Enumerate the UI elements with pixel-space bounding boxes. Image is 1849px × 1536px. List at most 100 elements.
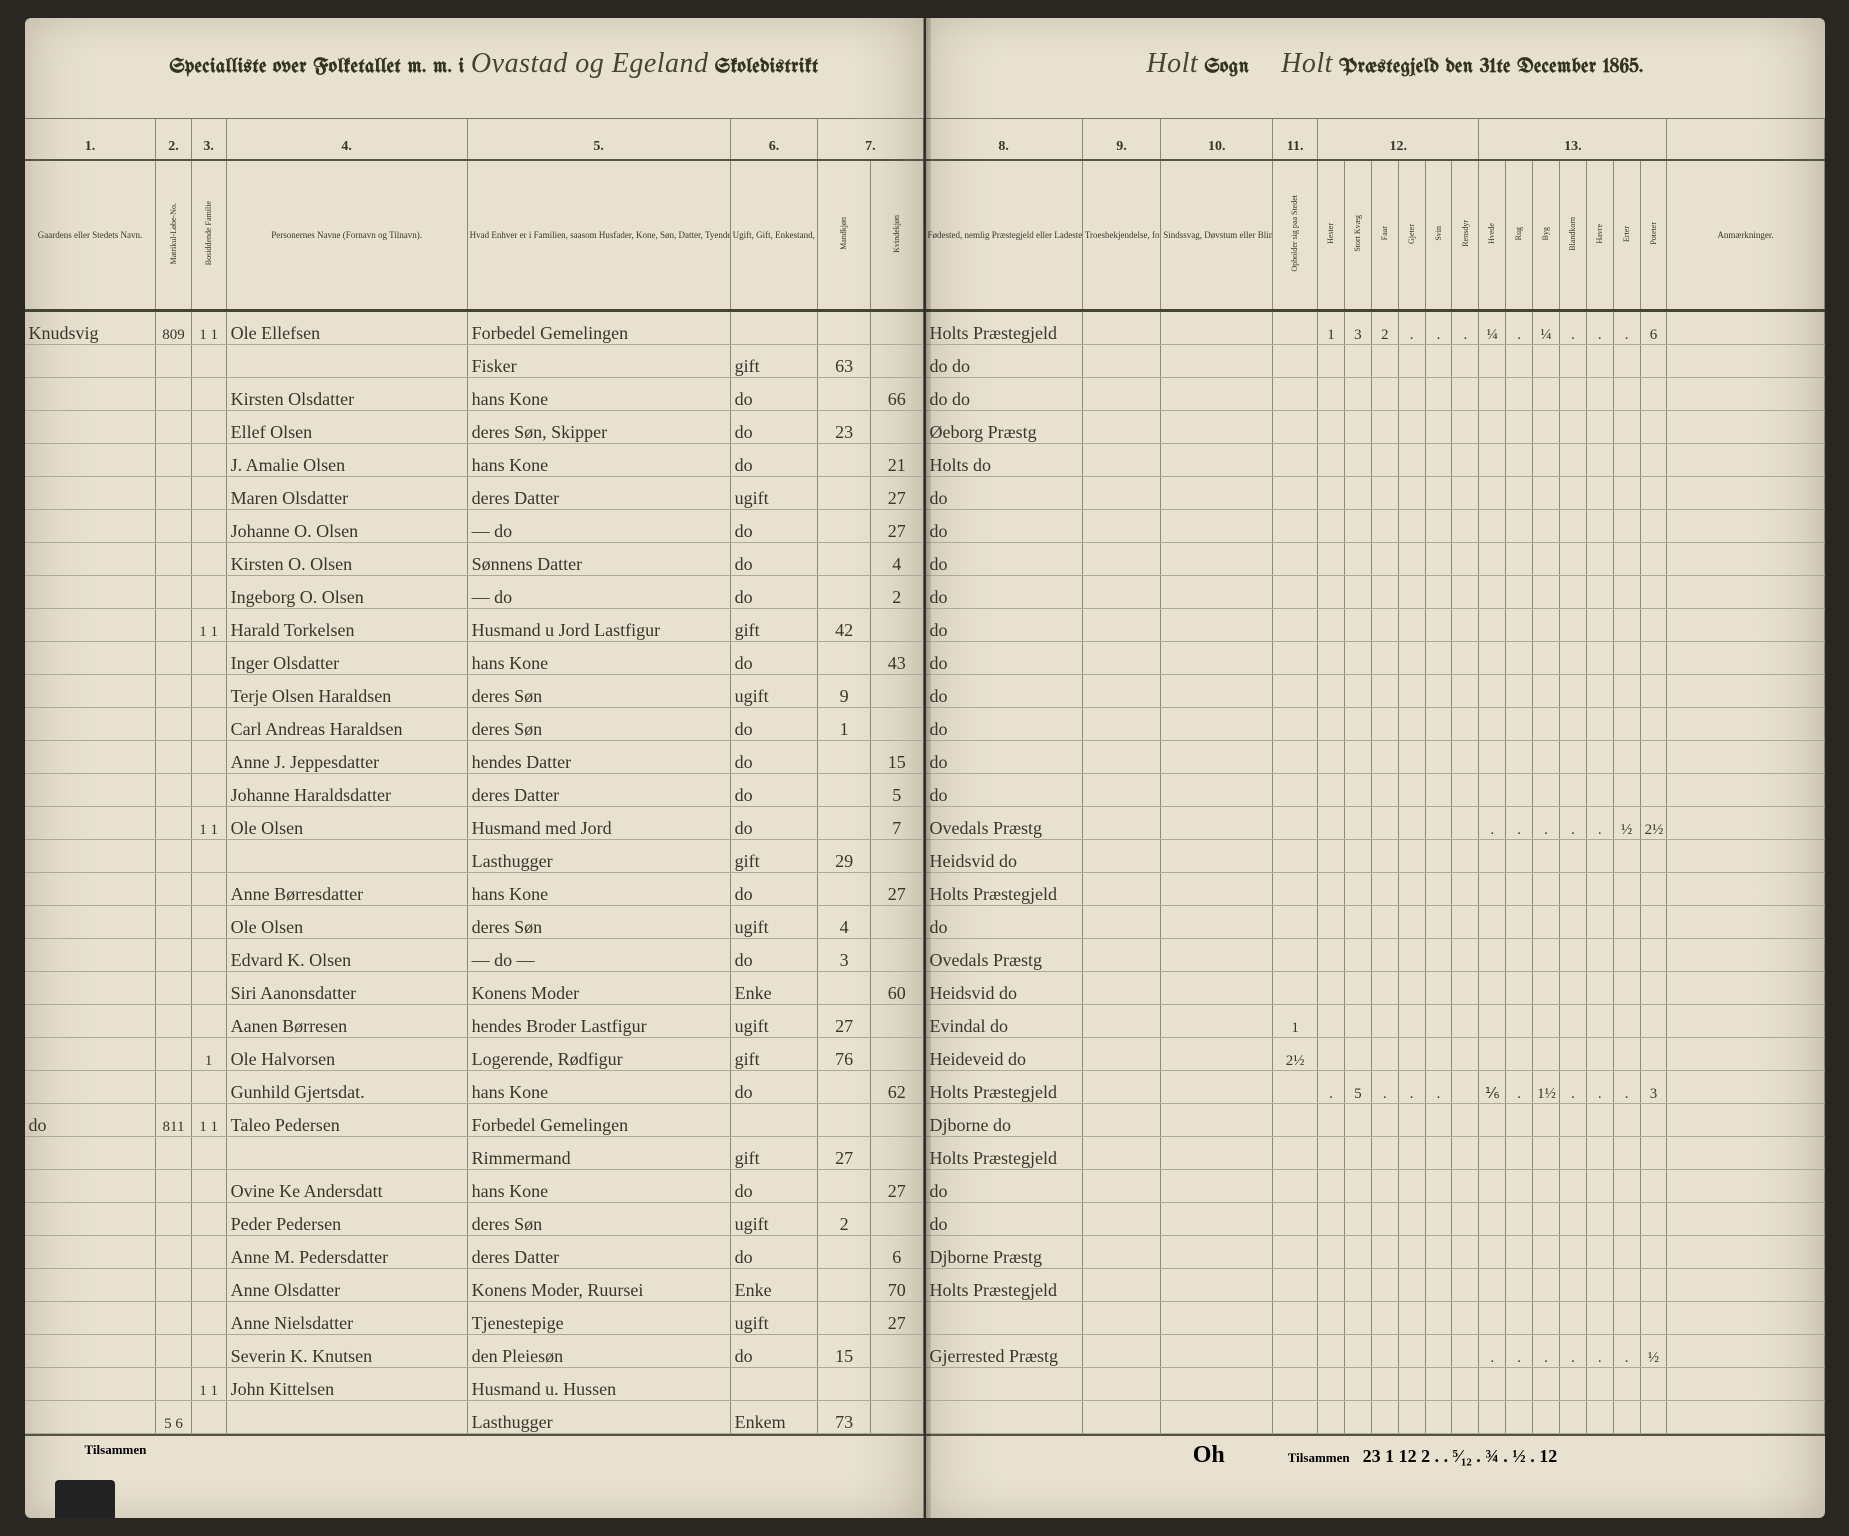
cell <box>1425 510 1452 543</box>
cell <box>1273 1335 1318 1368</box>
cell: gift <box>730 345 818 378</box>
cell <box>1082 1005 1160 1038</box>
cell <box>156 576 191 609</box>
table-row: Carl Andreas Haraldsenderes Søndo1 <box>25 708 924 741</box>
cell <box>1318 873 1345 906</box>
cell <box>1506 378 1533 411</box>
cell: . <box>1479 1335 1506 1368</box>
cell: hans Kone <box>467 1071 730 1104</box>
cell <box>1640 1137 1667 1170</box>
table-row: do <box>926 543 1825 576</box>
cell <box>1667 1137 1824 1170</box>
cell <box>1161 1170 1273 1203</box>
table-row <box>926 1401 1825 1434</box>
cell <box>191 1401 226 1434</box>
table-row: Evindal do1 <box>926 1005 1825 1038</box>
cell <box>1398 1170 1425 1203</box>
cell <box>191 411 226 444</box>
cell <box>1559 840 1586 873</box>
cell <box>25 972 156 1005</box>
cell <box>1082 311 1160 345</box>
cell <box>1318 1170 1345 1203</box>
cell <box>1479 576 1506 609</box>
cell <box>1667 1005 1824 1038</box>
cell: Anne Olsdatter <box>226 1269 467 1302</box>
cell: do <box>926 675 1083 708</box>
table-row: do <box>926 1170 1825 1203</box>
cell <box>1452 510 1479 543</box>
table-row: Anne NielsdatterTjenestepigeugift27 <box>25 1302 924 1335</box>
cell <box>818 774 871 807</box>
table-row: Heidsvid do <box>926 972 1825 1005</box>
cell <box>1613 1269 1640 1302</box>
cell <box>1371 972 1398 1005</box>
cell <box>156 510 191 543</box>
table-row: Lasthuggergift29 <box>25 840 924 873</box>
cell <box>818 873 871 906</box>
cell: . <box>1506 807 1533 840</box>
cell <box>1398 444 1425 477</box>
colhead-row-left: Gaardens eller Stedets Navn. Matrikul-Lø… <box>25 160 924 311</box>
cell: deres Datter <box>467 477 730 510</box>
table-row: Anne J. Jeppesdatterhendes Datterdo15 <box>25 741 924 774</box>
cell <box>1667 1269 1824 1302</box>
coln-2: 2. <box>156 119 191 160</box>
table-row: do <box>926 741 1825 774</box>
cell: 2 <box>870 576 923 609</box>
cell: Anne Børresdatter <box>226 873 467 906</box>
cell <box>1318 1005 1345 1038</box>
table-row: do do <box>926 345 1825 378</box>
cell: . <box>1613 1071 1640 1104</box>
table-row: do <box>926 477 1825 510</box>
cell <box>1586 510 1613 543</box>
hr-mid1: Sogn <box>1204 57 1249 78</box>
cell <box>1479 906 1506 939</box>
cell: . <box>1398 1071 1425 1104</box>
cell <box>1273 1269 1318 1302</box>
cell <box>25 576 156 609</box>
cell <box>156 1137 191 1170</box>
table-row: Anne OlsdatterKonens Moder, RuurseiEnke7… <box>25 1269 924 1302</box>
cell <box>1613 1302 1640 1335</box>
cell: Lasthugger <box>467 1401 730 1434</box>
cell <box>1640 1038 1667 1071</box>
cell <box>1640 543 1667 576</box>
cell <box>1082 1104 1160 1137</box>
cell <box>1613 1104 1640 1137</box>
cell: do <box>730 1170 818 1203</box>
table-right: 8. 9. 10. 11. 12. 13. Fødested, nemlig P… <box>926 119 1825 1434</box>
cell <box>1398 543 1425 576</box>
cell <box>1318 1302 1345 1335</box>
cell <box>226 1137 467 1170</box>
cell: Holts Præstegjeld <box>926 873 1083 906</box>
cell <box>870 840 923 873</box>
table-row: do <box>926 510 1825 543</box>
cell: Konens Moder <box>467 972 730 1005</box>
cell <box>1273 345 1318 378</box>
cell <box>1506 1203 1533 1236</box>
cell <box>1559 510 1586 543</box>
cell <box>1559 345 1586 378</box>
cell <box>1344 873 1371 906</box>
cell <box>191 444 226 477</box>
cell: do <box>730 510 818 543</box>
cell <box>1082 609 1160 642</box>
cell <box>1559 576 1586 609</box>
cell: Forbedel Gemelingen <box>467 1104 730 1137</box>
cell <box>1559 1137 1586 1170</box>
cell <box>1273 807 1318 840</box>
cell <box>25 345 156 378</box>
cell: 43 <box>870 642 923 675</box>
cell <box>1452 1335 1479 1368</box>
cell: . <box>1506 311 1533 345</box>
cell: 1 <box>191 1038 226 1071</box>
cell <box>1161 311 1273 345</box>
cell <box>191 1170 226 1203</box>
cell: Johanne Haraldsdatter <box>226 774 467 807</box>
cell <box>818 1269 871 1302</box>
cell <box>1586 1038 1613 1071</box>
cell <box>1371 1302 1398 1335</box>
cell: 23 <box>818 411 871 444</box>
cell <box>1161 1038 1273 1071</box>
page-left: Specialliste over Folketallet m. m. i Ov… <box>25 18 926 1518</box>
